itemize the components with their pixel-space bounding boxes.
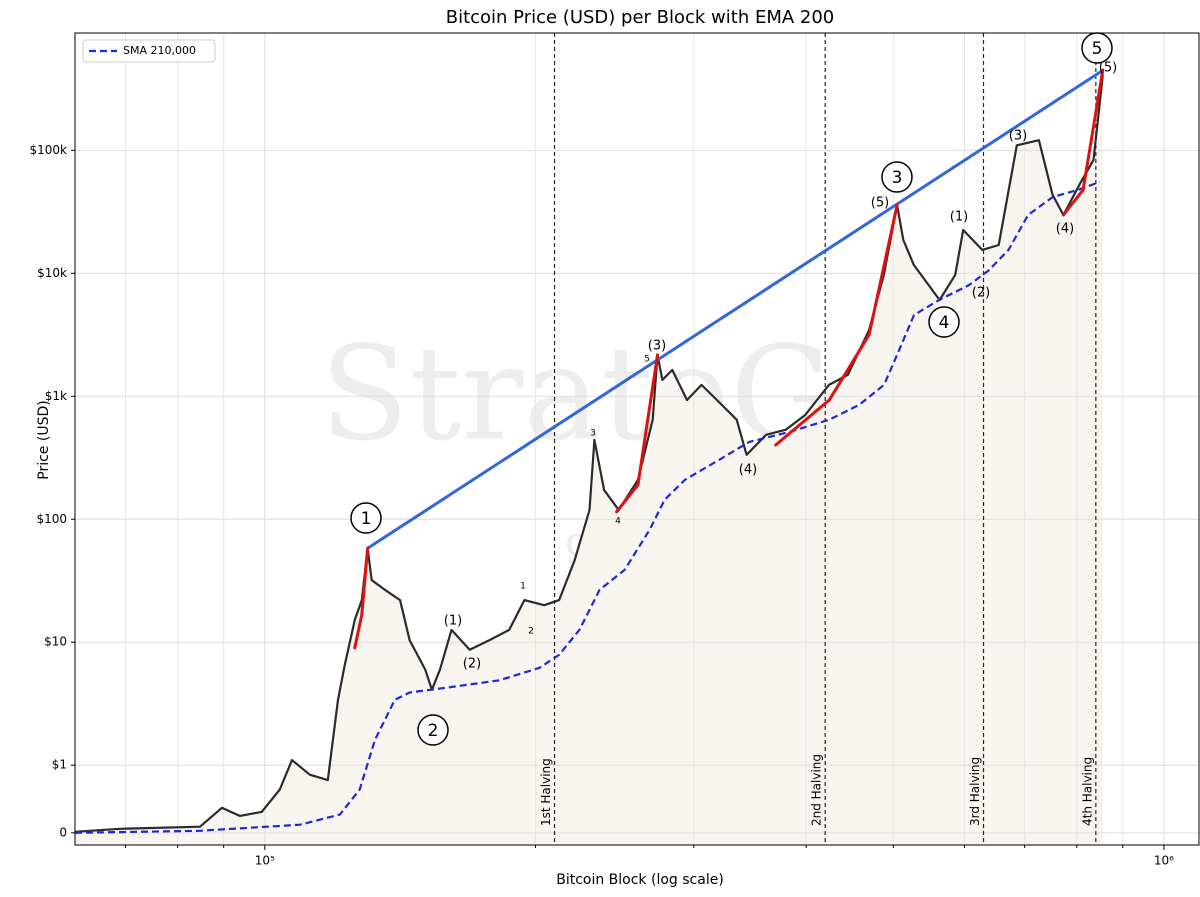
chart-title: Bitcoin Price (USD) per Block with EMA 2…: [446, 7, 835, 28]
wave-label: 3: [892, 168, 903, 188]
wave-label: (1): [444, 614, 462, 629]
wave-label: 1: [520, 582, 526, 592]
y-tick-label: $100k: [30, 143, 68, 157]
plot-frame: [74, 32, 1200, 846]
wave-circle: [881, 161, 913, 193]
wave-circle: [417, 714, 449, 746]
wave-circle: [350, 502, 382, 534]
legend-box: [82, 39, 216, 63]
wave-label: 3: [590, 429, 596, 439]
fill: [75, 75, 1103, 845]
y-tick-label: $100: [36, 512, 67, 526]
wave-label: (5): [1099, 61, 1117, 76]
wave-label: 5: [1092, 39, 1103, 59]
wave-label: (2): [463, 657, 481, 672]
frame: [71, 32, 1200, 850]
halving-label: 3rd Halving: [968, 757, 982, 826]
y-axis-label: Price (USD): [36, 400, 52, 479]
y-tick-label: $10: [44, 635, 67, 649]
halving: [553, 33, 1097, 845]
y-tick-label: $1: [52, 758, 67, 772]
wave-highlight: [353, 546, 370, 650]
wave-highlight: [1061, 68, 1105, 217]
wave-label: 2: [428, 721, 439, 741]
halving-label: 2nd Halving: [810, 754, 824, 826]
grid: [75, 33, 1199, 845]
x-tick-label: 10⁵: [255, 854, 275, 868]
watermark: StrateG: [320, 318, 834, 470]
labels: 0 $1 $10 $100 $1k $10k $100k 10⁵ 10⁶ 1st Halving 2…: [30, 32, 1174, 868]
x-tick-label: 10⁶: [1154, 854, 1174, 868]
wave-label: 5: [644, 355, 650, 365]
sma-line: [74, 180, 1100, 834]
wave-circle: [1081, 32, 1113, 64]
halving-label: 1st Halving: [539, 758, 553, 826]
wave-circle: [928, 306, 960, 338]
lines: [74, 68, 1105, 834]
wave-label: (5): [871, 196, 889, 211]
y-tick-label: 0: [59, 825, 67, 839]
wave-label: 4: [615, 517, 621, 527]
wave-highlight: [774, 203, 899, 447]
price-line: [74, 74, 1104, 833]
wave-label: 1: [361, 509, 372, 529]
wave-label: 4: [939, 313, 950, 333]
wave-label: 2: [528, 627, 534, 637]
wave-label: (4): [739, 463, 757, 478]
trend-line: [366, 69, 1104, 550]
wave-highlight: [615, 353, 659, 514]
legend-label: SMA 210,000: [123, 44, 196, 57]
y-tick-label: $10k: [37, 266, 67, 280]
wave-label: (4): [1056, 222, 1074, 237]
wave-label: (1): [950, 210, 968, 225]
x-axis-label: Bitcoin Block (log scale): [556, 872, 724, 888]
y-tick-label: $1k: [45, 389, 67, 403]
wave-label: (3): [648, 339, 666, 354]
wave-label: (2): [972, 286, 990, 301]
halving-label: 4th Halving: [1080, 757, 1094, 826]
wave-label: (3): [1009, 129, 1027, 144]
price-area: [75, 75, 1103, 845]
legend: SMA 210,000: [82, 39, 216, 63]
